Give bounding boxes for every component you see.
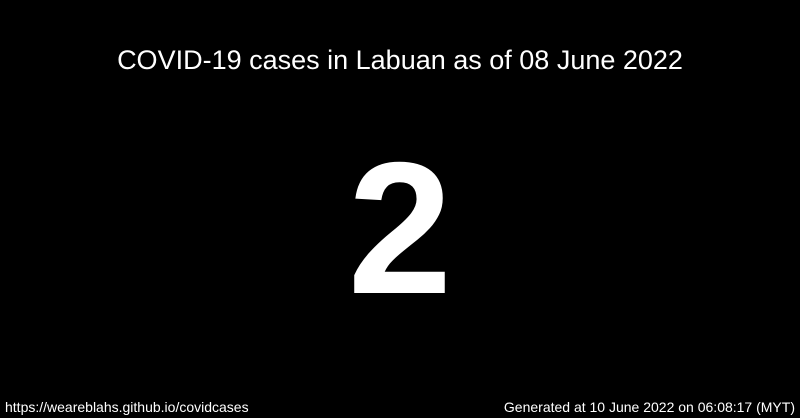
generated-timestamp: Generated at 10 June 2022 on 06:08:17 (M…	[503, 399, 795, 415]
page-title: COVID-19 cases in Labuan as of 08 June 2…	[117, 45, 683, 75]
source-url: https://weareblahs.github.io/covidcases	[5, 399, 249, 415]
case-count: 2	[347, 123, 453, 333]
